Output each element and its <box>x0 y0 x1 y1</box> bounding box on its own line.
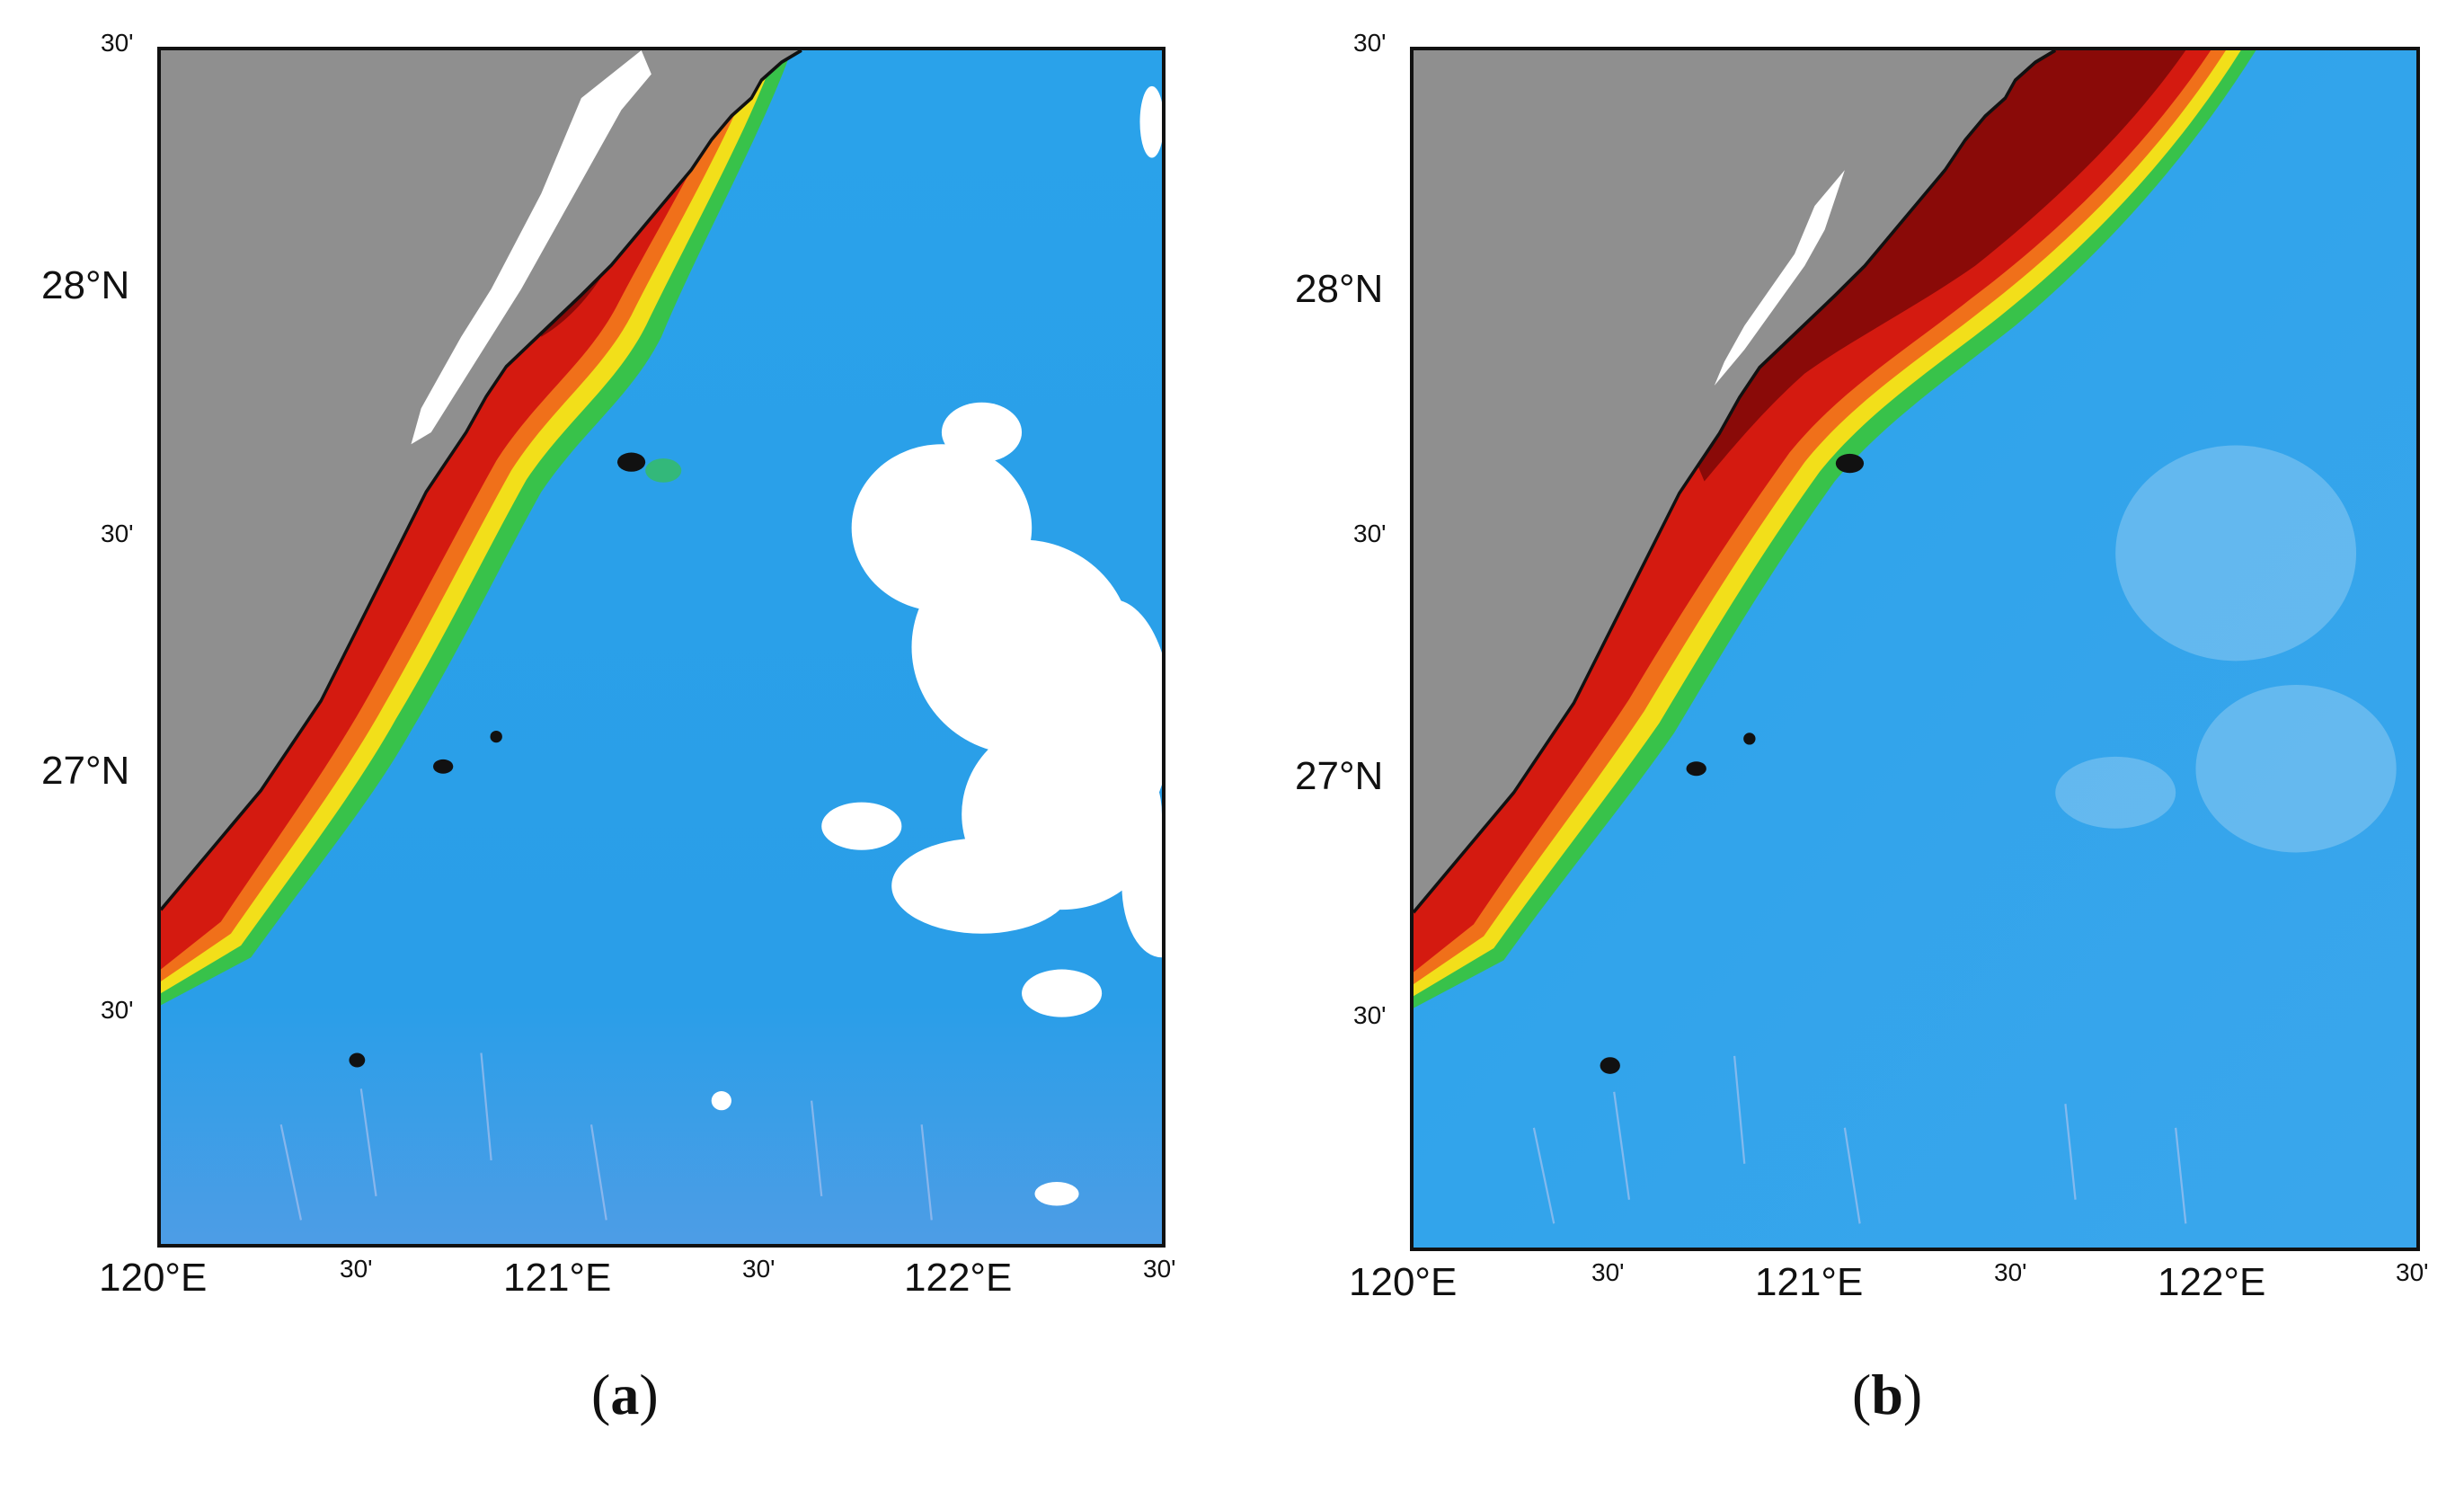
lon-label: 121°E <box>503 1256 612 1300</box>
lon-label: 120°E <box>99 1256 208 1300</box>
streaks <box>279 1052 933 1221</box>
lon-label: 30' <box>2396 1258 2429 1286</box>
lon-label: 30' <box>1994 1258 2027 1286</box>
map-a <box>157 47 1166 1248</box>
island <box>1835 453 1865 474</box>
lon-label: 120°E <box>1349 1260 1458 1304</box>
coastal-white <box>1714 170 1845 386</box>
lon-label: 30' <box>1143 1255 1176 1283</box>
caption-a: (a) <box>591 1363 659 1426</box>
lon-label: 30' <box>340 1255 373 1283</box>
lon-label: 30' <box>1591 1258 1625 1286</box>
island <box>490 730 502 743</box>
lat-label: 27°N <box>41 749 130 793</box>
map-b-canvas <box>1414 50 2416 1248</box>
land <box>1414 50 2056 913</box>
lat-label: 30' <box>1353 520 1387 547</box>
streaks <box>1532 1055 2187 1224</box>
panel-b: 30' 28°N 30' 27°N 30' 120°E 30' 121°E 30… <box>1232 0 2464 1492</box>
lat-label: 30' <box>1353 29 1387 57</box>
island <box>1743 733 1756 745</box>
lon-label: 122°E <box>2158 1260 2266 1304</box>
lat-label: 30' <box>101 996 134 1024</box>
island <box>616 452 646 472</box>
lat-label: 30' <box>101 520 134 547</box>
lon-label: 121°E <box>1755 1260 1864 1304</box>
lon-label: 30' <box>742 1255 776 1283</box>
map-b <box>1410 47 2420 1251</box>
coastal-white <box>411 50 651 445</box>
panel-a: 30' 28°N 30' 27°N 30' 120°E 30' 121°E 30… <box>41 29 1176 1427</box>
cloud-cover <box>711 85 1162 1206</box>
map-a-canvas <box>161 50 1162 1244</box>
lat-label: 28°N <box>41 263 130 307</box>
land <box>161 50 802 910</box>
coastline <box>161 50 802 911</box>
lat-label: 30' <box>101 29 134 57</box>
island <box>433 759 454 774</box>
island <box>1686 761 1706 777</box>
lat-label: 28°N <box>1295 267 1384 311</box>
lat-label: 27°N <box>1295 754 1384 798</box>
lat-label: 30' <box>1353 1001 1387 1029</box>
island <box>349 1052 366 1068</box>
island <box>645 458 682 483</box>
faint-cloud-texture <box>2055 445 2397 853</box>
caption-b: (b) <box>1852 1363 1923 1426</box>
coastline <box>1414 50 2056 914</box>
island <box>1600 1057 1620 1074</box>
lon-label: 122°E <box>904 1256 1013 1300</box>
